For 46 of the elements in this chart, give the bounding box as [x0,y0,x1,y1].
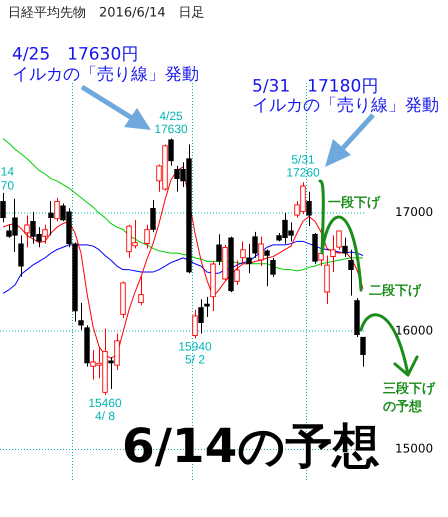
candlestick [138,276,144,306]
annotation: イルカの「売り線」発動 [252,95,439,116]
candlestick [348,249,354,296]
candlestick [252,231,258,258]
y-tick-label: 17000 [395,205,434,220]
annotation: イルカの「売り線」発動 [12,64,199,84]
candlestick [234,260,240,286]
candlestick [78,302,84,330]
text: 二段下げ [369,283,422,298]
text: の予想 [383,398,423,414]
candlestick [360,336,366,368]
candlestick [24,214,30,248]
candlestick [270,257,276,278]
candlestick [150,199,156,232]
candlestick [204,296,210,318]
annotation: 14 70 [0,164,14,192]
candlestick [330,234,336,273]
annotation: 5/31 17260 [286,152,320,180]
candlestick [192,309,198,339]
candlestick [18,234,24,278]
candlestick [342,237,348,258]
candlestick [216,234,222,266]
candlestick [144,224,150,249]
text: 三段下げ [383,381,436,396]
text: 4/25 17630円 [12,44,138,64]
candlestick [0,192,6,223]
chart-title: 日経平均先物 2016/6/14 日足 [8,5,205,20]
y-tick-label: 15000 [395,441,434,456]
candlestick [264,249,270,287]
annotation: 6/14の予想 [122,419,380,474]
candlestick [42,224,48,244]
candlestick [258,236,264,267]
candlestick [48,200,54,236]
candlestick [54,197,60,222]
candlestick [246,243,252,274]
annotation: 一段下げ [328,195,381,210]
candlestick [198,298,204,334]
annotation: 4/25 17630 [154,108,188,136]
candlestick [168,138,174,166]
annotation: 15460 4/ 8 [88,396,122,424]
candlestick [240,240,246,264]
annotation: 5/31 17180円 [252,76,378,96]
y-tick-label: 16000 [395,323,434,338]
candlestick [336,230,342,250]
candlestick [108,356,114,390]
candlestick [306,191,312,226]
